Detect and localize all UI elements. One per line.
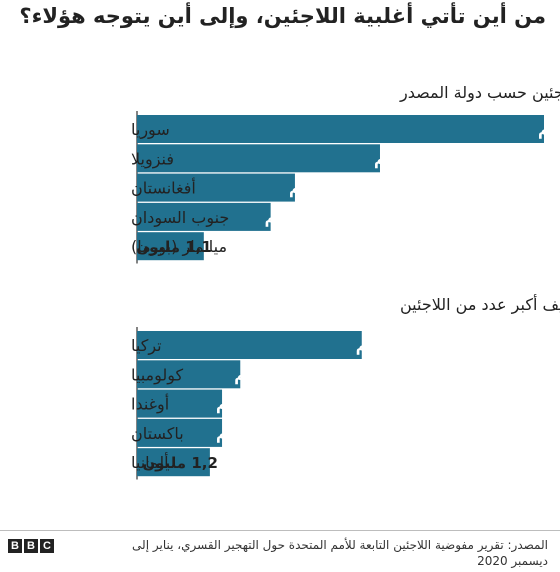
chart-2-title: الدول التي تستضيف أكبر عدد من اللاجئين [400,294,560,315]
bar-charts: عدد اللاجئين حسب دولة المصدر سوريا 6,7 م فن… [131,83,560,480]
bbc-logo-letter-b1: B [8,539,22,553]
source-note: المصدر: تقرير مفوضية اللاجئين التابعة لل… [132,538,548,568]
footer-divider [0,530,560,531]
chart-1-bar-4 [137,202,271,231]
chart-1-category-label-3: أفغانستان [131,178,196,198]
chart-2-value-label-3: 1,4 م [216,396,259,414]
chart-2-value-label-1: 3,7 م [356,337,399,355]
bbc-logo-letter-c: C [40,539,54,553]
chart-1-category-label-4: جنوب السودان [131,208,229,228]
chart-1-title: عدد اللاجئين حسب دولة المصدر [399,83,560,103]
chart-1-bar-2 [137,144,380,173]
chart-2-value-label-5: 1,2 مليون [142,454,218,472]
chart-1-value-label-5: 1,1 مليون [136,238,212,256]
bbc-logo-letter-b2: B [24,539,38,553]
chart-1-bar-1 [137,115,544,143]
chart-title: من أين تأتي أغلبية اللاجئين، وإلى أين يت… [19,4,546,28]
chart-1-value-label-3: 2,6 م [289,180,332,198]
chart-1-value-label-1: 6,7 م [538,121,560,139]
chart-1-bar-5 [137,232,204,261]
chart-1-value-label-2: 4 م [374,150,401,168]
chart-1-category-label-2: فنزويلا [131,149,174,169]
chart-2-category-label-5: ألمانيا [131,452,169,472]
chart-2-bar-4 [137,418,223,447]
chart-1-value-label-4: 2,2 م [265,209,308,227]
chart-1-category-label-1: سوريا [131,120,170,140]
chart-1-category-label-5: ميانمار (بورما) [131,237,227,257]
chart-2-bar-5 [137,448,210,477]
chart-2-category-label-1: تركيا [131,336,162,356]
chart-2-category-label-3: أوغندا [131,394,169,415]
chart-2-category-label-4: باكستان [131,424,184,443]
chart-2-value-label-4: 1,4 م [216,425,259,443]
chart-1-bar-3 [137,173,295,202]
chart-2-bar-3 [137,389,223,418]
bbc-logo: B B C [8,539,54,553]
chart-2-value-label-2: 1,7 م [234,366,277,384]
chart-2-bar-1 [137,331,362,359]
chart-2-category-label-2: كولومبيا [131,365,184,385]
chart-2-bar-2 [137,360,241,389]
